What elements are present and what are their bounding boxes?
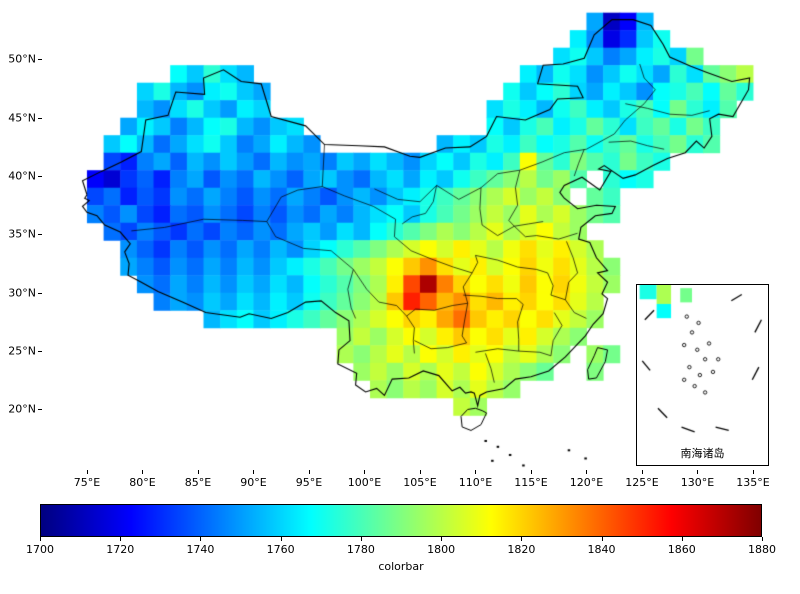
- x-tick-label: 100°E: [347, 476, 382, 489]
- x-tick-mark: [197, 470, 199, 474]
- x-tick-label: 120°E: [569, 476, 604, 489]
- x-tick-mark: [475, 470, 477, 474]
- south-china-sea-inset: 南海诸岛: [636, 284, 769, 466]
- x-tick-mark: [253, 470, 255, 474]
- y-tick-label: 20°N: [8, 402, 36, 416]
- y-tick-label: 25°N: [8, 344, 36, 358]
- colorbar-tick-mark: [120, 537, 122, 541]
- colorbar-tick-label: 1860: [667, 543, 696, 556]
- colorbar-tick-label: 1880: [748, 543, 776, 556]
- x-tick-label: 110°E: [458, 476, 493, 489]
- x-tick-label: 75°E: [73, 476, 101, 489]
- colorbar-tick-mark: [601, 537, 603, 541]
- colorbar-gradient: [40, 504, 762, 537]
- inset-label: 南海诸岛: [680, 447, 725, 460]
- colorbar-tick-label: 1820: [507, 543, 536, 556]
- colorbar-tick-mark: [40, 537, 41, 541]
- x-tick-mark: [697, 470, 699, 474]
- colorbar-tick-label: 1760: [266, 543, 295, 556]
- x-tick-label: 130°E: [680, 476, 715, 489]
- x-tick-mark: [364, 470, 366, 474]
- x-tick-mark: [641, 470, 643, 474]
- y-tick-mark: [38, 292, 42, 294]
- x-tick-label: 115°E: [514, 476, 548, 489]
- colorbar-tick-mark: [360, 537, 362, 541]
- x-tick-mark: [142, 470, 144, 474]
- colorbar-tick-mark: [200, 537, 202, 541]
- colorbar-tick-label: 1840: [587, 543, 616, 556]
- x-tick-mark: [419, 470, 421, 474]
- y-tick-label: 50°N: [8, 52, 36, 66]
- map-plot-area: 南海诸岛: [42, 8, 770, 470]
- y-tick-mark: [38, 351, 42, 353]
- x-tick-mark: [530, 470, 532, 474]
- x-tick-label: 90°E: [240, 476, 267, 489]
- colorbar-tick-label: 1740: [186, 543, 215, 556]
- colorbar-caption: colorbar: [378, 560, 424, 573]
- y-tick-mark: [38, 409, 42, 411]
- colorbar-tick-label: 1700: [26, 543, 54, 556]
- x-tick-label: 80°E: [129, 476, 156, 489]
- x-tick-label: 95°E: [295, 476, 323, 489]
- y-tick-label: 45°N: [8, 111, 36, 125]
- x-tick-label: 105°E: [403, 476, 437, 489]
- colorbar-tick-mark: [681, 537, 683, 541]
- colorbar-tick-mark: [280, 537, 282, 541]
- y-tick-label: 35°N: [8, 227, 36, 241]
- y-tick-mark: [38, 234, 42, 236]
- y-tick-label: 40°N: [8, 169, 36, 183]
- x-tick-label: 135°E: [736, 476, 770, 489]
- x-tick-mark: [86, 470, 88, 474]
- colorbar-tick-mark: [762, 537, 763, 541]
- x-tick-mark: [586, 470, 588, 474]
- colorbar-tick-mark: [521, 537, 523, 541]
- colorbar-tick-label: 1800: [427, 543, 456, 556]
- y-tick-label: 30°N: [8, 286, 36, 300]
- x-tick-label: 85°E: [184, 476, 212, 489]
- y-tick-mark: [38, 59, 42, 61]
- y-tick-mark: [38, 117, 42, 119]
- colorbar-tick-mark: [441, 537, 443, 541]
- x-tick-mark: [752, 470, 754, 474]
- x-tick-mark: [308, 470, 310, 474]
- inset-canvas: [637, 285, 768, 443]
- colorbar-tick-label: 1780: [346, 543, 375, 556]
- colorbar-tick-label: 1720: [106, 543, 135, 556]
- x-tick-label: 125°E: [625, 476, 659, 489]
- y-tick-mark: [38, 176, 42, 178]
